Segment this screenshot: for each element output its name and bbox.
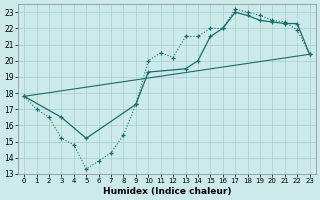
X-axis label: Humidex (Indice chaleur): Humidex (Indice chaleur) bbox=[103, 187, 231, 196]
